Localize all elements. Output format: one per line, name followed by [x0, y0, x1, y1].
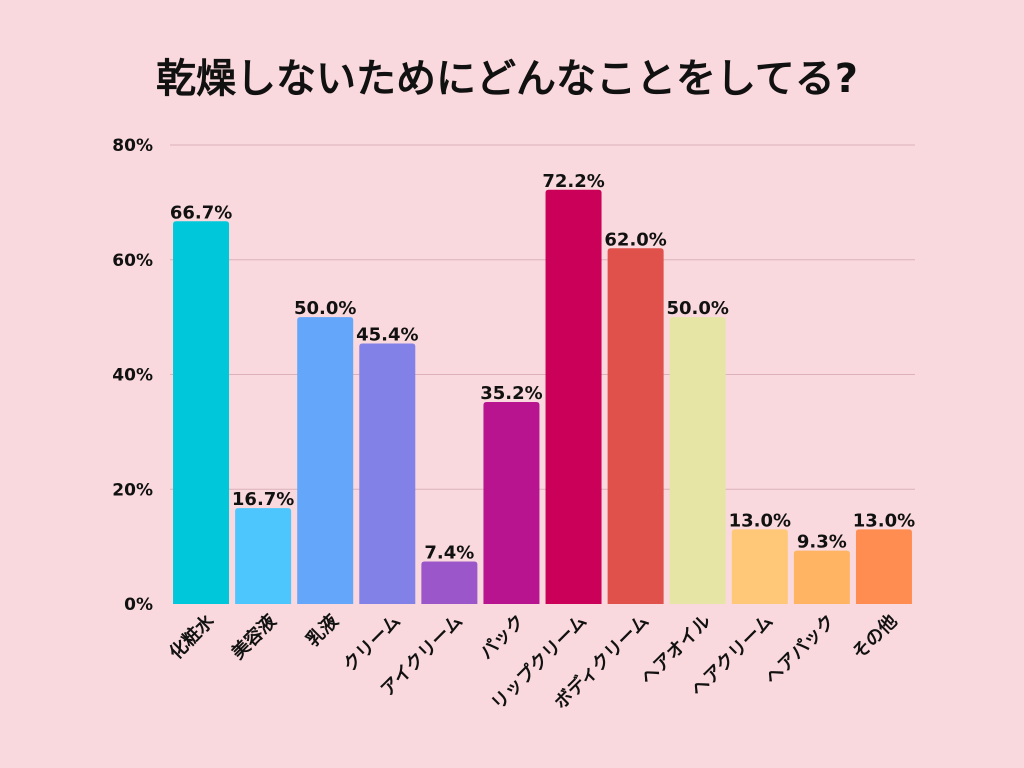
bar — [793, 550, 850, 604]
x-tick-label: 美容液 — [227, 609, 281, 663]
bar — [731, 529, 788, 604]
bar — [483, 402, 540, 604]
bar — [669, 317, 726, 604]
bar — [359, 343, 416, 604]
x-tick-label: パック — [476, 611, 529, 664]
chart-title: 乾燥しないためにどんなことをしてる? — [156, 56, 858, 102]
gridlines — [170, 144, 915, 490]
y-axis-ticks: 0% 20% 40% 60% 80% — [112, 136, 153, 615]
data-label: 7.4% — [424, 543, 474, 564]
y-tick-label: 60% — [112, 251, 153, 271]
bar — [173, 221, 230, 604]
x-tick-label: その他 — [848, 610, 902, 664]
data-label: 35.2% — [480, 383, 542, 404]
data-labels: 66.7%16.7%50.0%45.4%7.4%35.2%72.2%62.0%5… — [170, 171, 915, 564]
data-label: 62.0% — [604, 229, 666, 250]
data-label: 50.0% — [294, 298, 356, 319]
bar — [421, 561, 478, 604]
data-label: 13.0% — [853, 510, 915, 531]
data-label: 72.2% — [542, 171, 604, 192]
bar — [297, 317, 354, 604]
bar — [855, 529, 912, 604]
data-label: 50.0% — [666, 298, 728, 319]
y-tick-label: 80% — [112, 136, 153, 156]
data-label: 13.0% — [729, 510, 791, 531]
x-tick-label: 化粧水 — [165, 609, 219, 663]
bars — [173, 189, 912, 604]
y-tick-label: 40% — [112, 366, 153, 386]
bar — [607, 248, 664, 604]
data-label: 66.7% — [170, 202, 232, 223]
bar — [545, 189, 602, 604]
data-label: 16.7% — [232, 489, 294, 510]
data-label: 45.4% — [356, 325, 418, 346]
x-tick-label: 乳液 — [302, 609, 344, 651]
x-tick-label: クリーム — [339, 611, 404, 676]
bar — [235, 508, 292, 604]
y-tick-label: 20% — [112, 480, 153, 500]
data-label: 9.3% — [797, 532, 847, 553]
y-tick-label: 0% — [124, 595, 153, 615]
